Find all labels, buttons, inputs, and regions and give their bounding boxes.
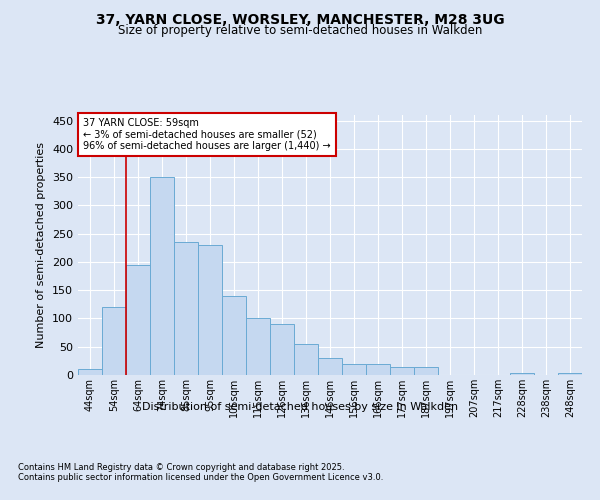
Bar — [198, 245, 222, 375]
Bar — [510, 374, 534, 375]
Bar — [150, 177, 174, 375]
Bar — [102, 307, 126, 375]
Text: Contains public sector information licensed under the Open Government Licence v3: Contains public sector information licen… — [18, 472, 383, 482]
Bar — [558, 374, 582, 375]
Text: Distribution of semi-detached houses by size in Walkden: Distribution of semi-detached houses by … — [142, 402, 458, 412]
Bar — [222, 296, 246, 375]
Bar — [78, 370, 102, 375]
Bar — [366, 364, 390, 375]
Bar — [246, 318, 270, 375]
Bar — [318, 358, 342, 375]
Text: 37, YARN CLOSE, WORSLEY, MANCHESTER, M28 3UG: 37, YARN CLOSE, WORSLEY, MANCHESTER, M28… — [95, 12, 505, 26]
Text: Size of property relative to semi-detached houses in Walkden: Size of property relative to semi-detach… — [118, 24, 482, 37]
Text: 37 YARN CLOSE: 59sqm
← 3% of semi-detached houses are smaller (52)
96% of semi-d: 37 YARN CLOSE: 59sqm ← 3% of semi-detach… — [83, 118, 331, 151]
Text: Contains HM Land Registry data © Crown copyright and database right 2025.: Contains HM Land Registry data © Crown c… — [18, 462, 344, 471]
Bar — [270, 324, 294, 375]
Bar — [174, 242, 198, 375]
Bar — [126, 265, 150, 375]
Bar — [342, 364, 366, 375]
Y-axis label: Number of semi-detached properties: Number of semi-detached properties — [37, 142, 46, 348]
Bar — [414, 367, 438, 375]
Bar — [294, 344, 318, 375]
Bar — [390, 367, 414, 375]
